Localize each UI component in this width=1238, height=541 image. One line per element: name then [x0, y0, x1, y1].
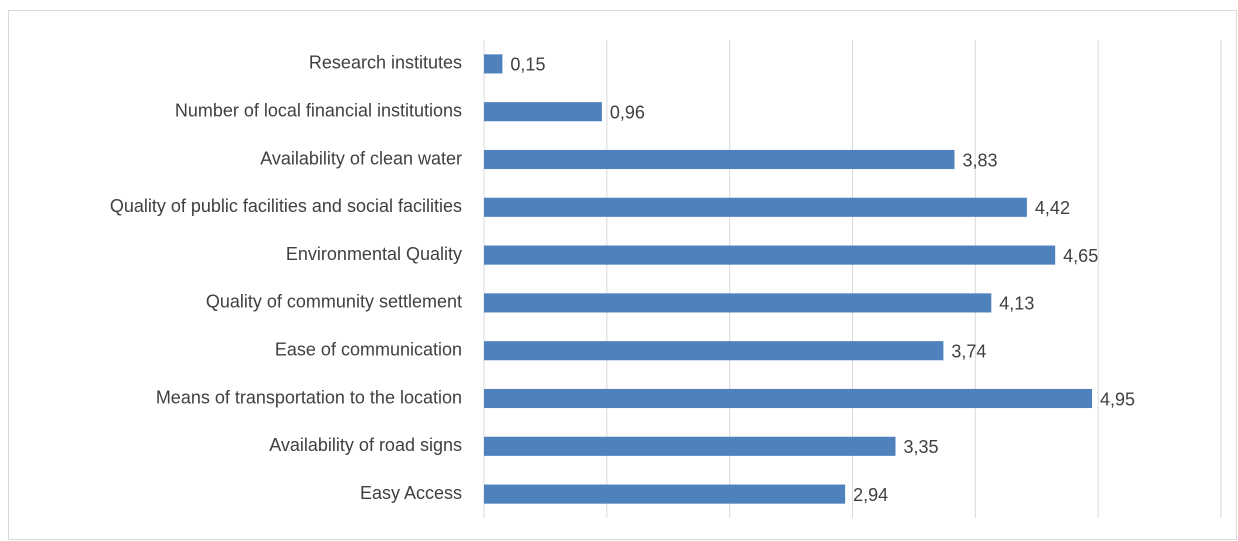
bar	[484, 484, 846, 504]
bar	[484, 245, 1056, 265]
value-label: 0,96	[610, 102, 645, 122]
value-label: 4,65	[1063, 246, 1098, 266]
y-tick-label: Easy Access	[360, 483, 462, 503]
y-tick-label: Quality of public facilities and social …	[110, 196, 462, 216]
y-tick-label: Environmental Quality	[286, 244, 462, 264]
value-label: 3,74	[951, 341, 986, 361]
value-label: 3,35	[903, 437, 938, 457]
y-tick-label: Ease of communication	[275, 339, 462, 359]
bar	[484, 54, 503, 74]
y-tick-label: Number of local financial institutions	[175, 100, 462, 120]
value-label: 4,42	[1035, 198, 1070, 218]
y-tick-label: Availability of road signs	[269, 435, 462, 455]
y-tick-label: Means of transportation to the location	[156, 387, 462, 407]
bar	[484, 149, 955, 170]
value-label: 2,94	[853, 485, 888, 505]
bar	[484, 388, 1093, 409]
bar	[484, 341, 944, 361]
value-label: 4,95	[1100, 389, 1135, 409]
bar	[484, 293, 992, 313]
bar	[484, 197, 1027, 217]
bar	[484, 436, 896, 456]
y-tick-label: Availability of clean water	[260, 148, 462, 168]
value-label: 0,15	[510, 55, 545, 75]
bar	[484, 102, 602, 122]
chart-frame	[8, 10, 1237, 540]
y-tick-label: Research institutes	[309, 53, 462, 73]
y-tick-label: Quality of community settlement	[206, 292, 462, 312]
value-label: 4,13	[999, 294, 1034, 314]
value-label: 3,83	[962, 150, 997, 170]
